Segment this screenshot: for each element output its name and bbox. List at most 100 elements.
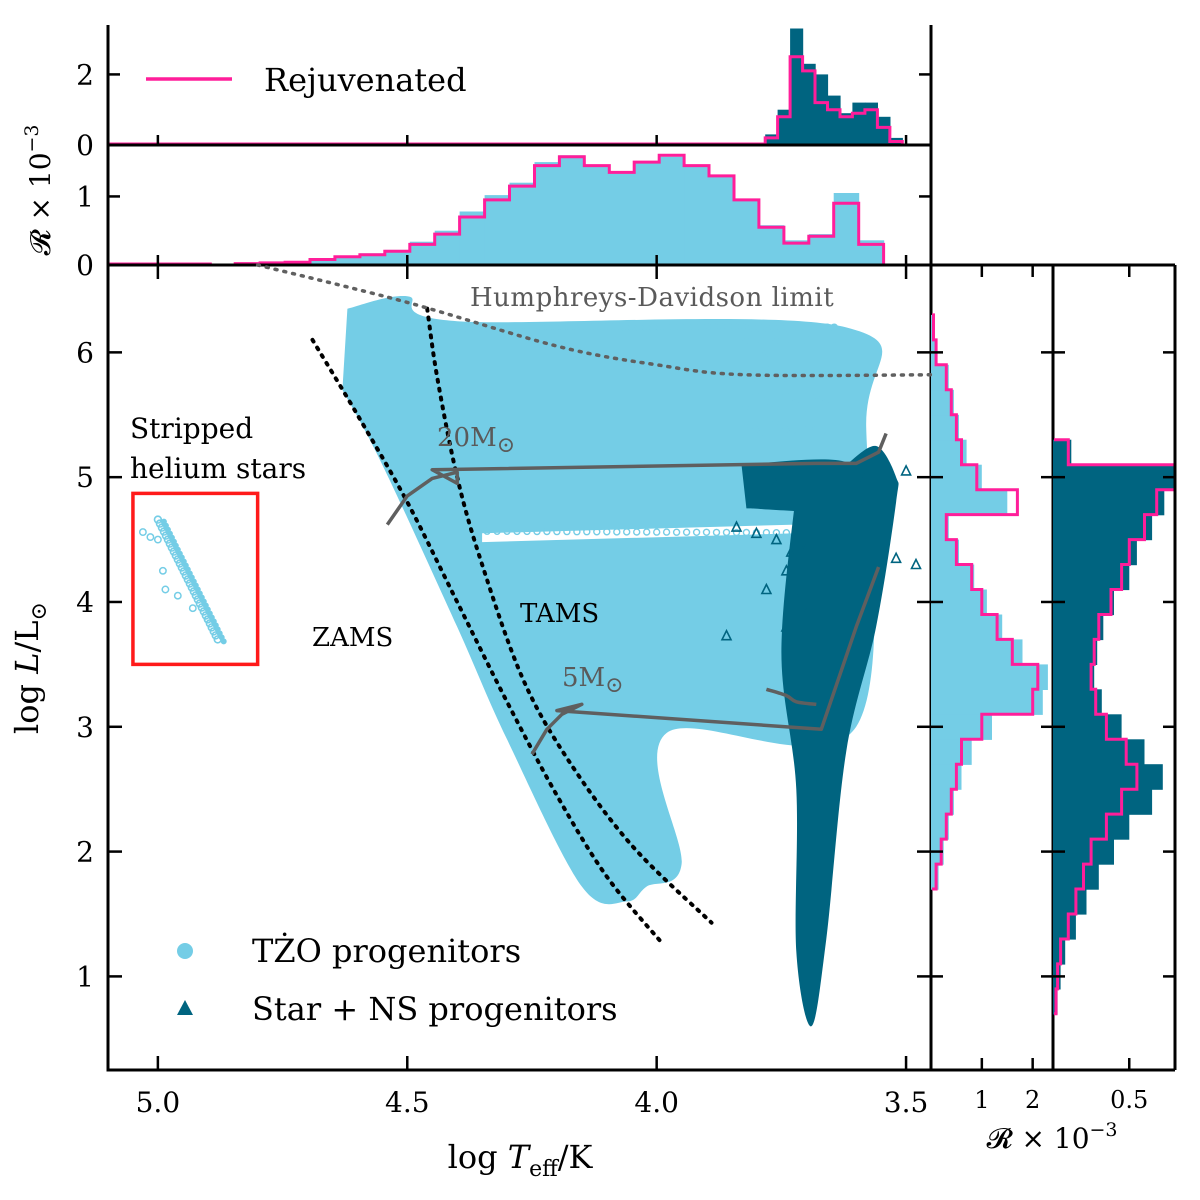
tzo-point — [802, 403, 811, 412]
tzo-point — [623, 528, 631, 536]
stripped-star-point — [177, 563, 187, 572]
hist-bar — [359, 253, 386, 265]
tzo-point — [613, 528, 621, 536]
y-tick-label: 5 — [76, 461, 94, 494]
star-ns-point — [890, 551, 902, 564]
tzo-point — [762, 348, 771, 357]
hd-limit-line — [255, 263, 933, 378]
stripped-star-point — [207, 623, 216, 632]
hist-bar — [434, 230, 461, 265]
hist-y-tick-label: 2 — [76, 58, 94, 91]
star-ns-band — [741, 459, 866, 512]
tzo-point — [752, 342, 761, 351]
hist-top-rejuvenated-frame — [106, 25, 933, 145]
tzo-point — [802, 369, 811, 378]
legend-star-ns-marker — [177, 1000, 193, 1015]
hist-bar — [1053, 689, 1102, 715]
star-ns-point — [730, 520, 743, 532]
hist-right-star-ns-frame — [1053, 263, 1177, 1072]
tzo-point — [523, 527, 531, 536]
legend-tzo-marker — [177, 943, 193, 959]
tzo-point — [742, 528, 751, 537]
hist-bar — [931, 614, 1003, 641]
stripped-star-point — [163, 535, 173, 544]
star-ns-point — [760, 582, 773, 595]
stripped-star-point — [205, 619, 215, 628]
tzo-point — [682, 528, 691, 536]
stripped-star-point — [211, 631, 220, 640]
star-ns-point — [780, 620, 793, 632]
y-tick-label: 2 — [76, 836, 94, 869]
track-5-line — [530, 566, 881, 756]
stripped-star-point — [146, 533, 155, 542]
hist-bar — [684, 165, 710, 265]
x-tick-label: 4.5 — [385, 1086, 430, 1119]
hist-bar — [1053, 489, 1165, 516]
star-ns-point — [820, 570, 833, 582]
tzo-point — [772, 335, 781, 344]
stripped-star-point — [197, 603, 207, 612]
tzo-point — [503, 527, 511, 535]
hist-right-star-ns-ticks: 0.5 — [1053, 265, 1175, 1114]
hist-bar — [1053, 614, 1104, 641]
hist-bar — [833, 193, 860, 265]
star-ns-point — [910, 557, 922, 570]
hist-bar — [1053, 464, 1175, 491]
tzo-point — [672, 528, 681, 536]
legend-tzo-label: TŻO progenitors — [252, 932, 521, 970]
hist-bar — [802, 63, 816, 145]
hist-bar — [1053, 814, 1130, 840]
hist-bar — [310, 258, 336, 265]
stripped-star-point — [173, 591, 182, 600]
tzo-point — [772, 403, 781, 412]
hist-bar — [1053, 514, 1153, 541]
hist-bar — [1053, 664, 1095, 690]
hist-bar — [1053, 889, 1087, 915]
hist-bar — [765, 134, 779, 145]
hist-bar — [815, 74, 829, 145]
hist-top-tzo-panel: 0 1 𝓡 × 10−3 — [21, 124, 933, 282]
tzo-point — [493, 527, 501, 535]
hist-bar — [864, 102, 878, 145]
stripped-label-line2: helium stars — [130, 452, 306, 485]
stripped-star-point — [175, 559, 185, 568]
hist-top-rejuvenated-step — [108, 55, 904, 145]
stripped-star-point — [189, 587, 199, 596]
hist-bar — [1053, 564, 1130, 591]
hist-bar — [1053, 789, 1153, 815]
hist-bar — [931, 389, 954, 416]
hist-bar — [334, 256, 361, 265]
tzo-point — [643, 528, 651, 536]
y-tick-label: 1 — [76, 960, 94, 993]
tzo-point — [802, 335, 811, 344]
hist-bar — [840, 113, 854, 145]
hist-bar — [709, 174, 735, 265]
hist-bar — [931, 739, 972, 765]
hist-bar — [409, 241, 436, 265]
hist-bar — [931, 564, 975, 591]
hist-bar — [931, 414, 959, 441]
star-ns-point — [800, 607, 813, 620]
tzo-point — [742, 418, 751, 427]
tzo-point — [752, 424, 761, 433]
hist-bar — [931, 789, 954, 815]
tzo-point — [513, 527, 521, 536]
stripped-star-point — [193, 595, 203, 604]
tzo-point — [603, 528, 611, 536]
hist-top-ylabel: 𝓡 × 10−3 — [21, 124, 57, 255]
tzo-point — [812, 390, 821, 399]
hist-bar — [931, 514, 949, 541]
tzo-point — [792, 430, 801, 439]
tzo-point — [762, 397, 771, 405]
tzo-point — [822, 348, 831, 357]
track-20-line — [385, 432, 888, 526]
tzo-point — [830, 323, 839, 332]
tzo-point — [742, 335, 751, 344]
x-tick-label: 3.5 — [884, 1086, 929, 1119]
hist-bar — [931, 539, 959, 566]
tzo-point — [553, 527, 561, 536]
tams-line — [425, 306, 714, 925]
hist-bar — [931, 814, 949, 840]
hist-bar — [1053, 639, 1098, 665]
